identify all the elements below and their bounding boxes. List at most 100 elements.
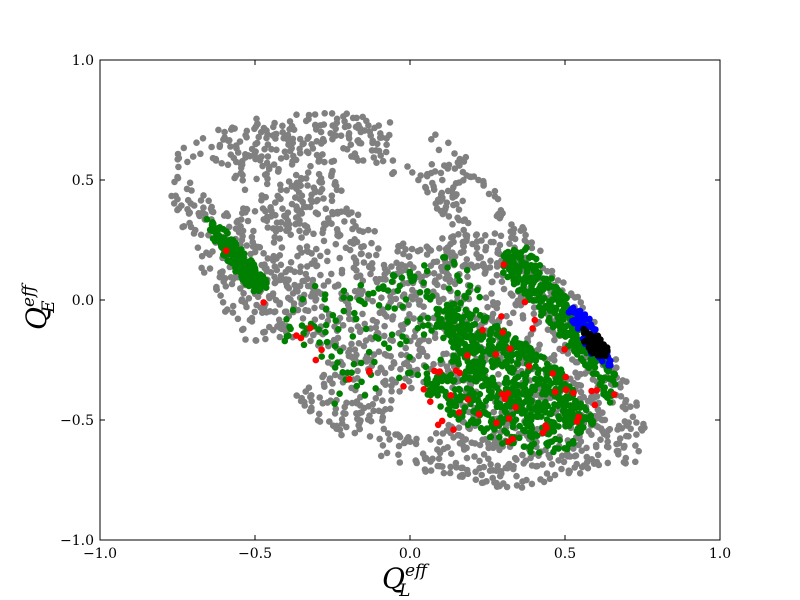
scatter-point — [446, 317, 453, 324]
scatter-point — [395, 451, 402, 459]
scatter-point — [473, 378, 480, 385]
scatter-point — [379, 414, 387, 421]
scatter-point — [580, 393, 587, 401]
scatter-point — [387, 298, 395, 306]
scatter-point — [389, 157, 397, 164]
scatter-point — [429, 293, 436, 300]
scatter-point — [495, 371, 502, 378]
scatter-point — [617, 393, 625, 400]
scatter-point — [319, 373, 326, 381]
scatter-point — [622, 460, 629, 467]
scatter-point — [423, 251, 431, 258]
scatter-point — [381, 322, 388, 330]
scatter-point — [577, 299, 585, 306]
scatter-point — [428, 327, 435, 334]
scatter-point — [517, 227, 524, 234]
scatter-point — [611, 391, 618, 398]
scatter-point — [560, 279, 567, 286]
scatter-point — [577, 423, 585, 431]
scatter-point — [281, 308, 289, 316]
scatter-point — [496, 482, 503, 490]
scatter-point — [633, 399, 640, 407]
scatter-point — [627, 403, 634, 411]
scatter-point — [420, 303, 427, 311]
scatter-point — [318, 313, 326, 321]
scatter-point — [612, 356, 620, 363]
scatter-point — [391, 272, 398, 280]
scatter-point — [423, 288, 431, 295]
scatter-point — [263, 159, 271, 167]
scatter-point — [383, 352, 391, 359]
scatter-point — [393, 259, 400, 267]
scatter-point — [622, 399, 629, 406]
scatter-point — [588, 431, 595, 439]
scatter-point — [219, 225, 227, 233]
scatter-point — [495, 342, 503, 350]
scatter-point — [522, 231, 529, 239]
scatter-point — [349, 218, 357, 225]
scatter-point — [242, 131, 249, 139]
scatter-point — [429, 455, 436, 463]
scatter-point — [493, 384, 501, 392]
scatter-point — [229, 124, 236, 131]
scatter-point — [289, 290, 297, 297]
scatter-point — [443, 301, 451, 309]
scatter-point — [379, 157, 387, 165]
scatter-point — [418, 273, 426, 281]
scatter-point — [459, 473, 466, 481]
scatter-point — [476, 390, 484, 398]
scatter-point — [563, 445, 571, 453]
scatter-point — [603, 443, 611, 450]
scatter-point — [342, 244, 350, 252]
scatter-point — [487, 392, 495, 399]
scatter-point — [580, 358, 587, 365]
scatter-point — [330, 336, 338, 344]
scatter-point — [312, 356, 320, 364]
scatter-point — [274, 192, 282, 200]
scatter-point — [331, 342, 339, 350]
scatter-point — [365, 226, 372, 234]
scatter-point — [408, 245, 416, 253]
scatter-point — [359, 310, 366, 318]
scatter-point — [591, 401, 599, 409]
x-tick-label: −0.5 — [238, 546, 272, 562]
scatter-point — [468, 439, 476, 447]
scatter-point — [505, 438, 512, 446]
scatter-point — [472, 348, 480, 356]
scatter-point — [441, 323, 449, 331]
scatter-point — [301, 222, 309, 229]
scatter-point — [473, 244, 481, 252]
scatter-point — [271, 308, 278, 316]
scatter-point — [248, 233, 256, 241]
scatter-point — [296, 227, 303, 235]
scatter-point — [592, 443, 600, 451]
scatter-point — [588, 387, 595, 395]
y-axis-label: QeffE — [19, 282, 59, 330]
scatter-point — [340, 287, 348, 295]
scatter-point — [311, 111, 319, 118]
scatter-point — [562, 415, 569, 422]
scatter-point — [353, 273, 360, 281]
scatter-point — [228, 280, 236, 288]
scatter-point — [433, 258, 441, 266]
scatter-point — [380, 261, 388, 269]
scatter-point — [572, 369, 579, 377]
scatter-point — [572, 452, 580, 459]
scatter-point — [318, 346, 325, 354]
scatter-point — [301, 398, 308, 406]
scatter-point — [304, 307, 312, 315]
scatter-point — [259, 205, 267, 212]
scatter-point — [342, 410, 349, 418]
scatter-point — [485, 190, 493, 198]
scatter-point — [237, 285, 244, 292]
scatter-point — [573, 338, 580, 345]
scatter-point — [546, 454, 554, 462]
scatter-point — [431, 168, 439, 175]
scatter-point — [540, 354, 547, 361]
scatter-point — [357, 140, 365, 147]
scatter-point — [293, 111, 300, 118]
scatter-point — [457, 315, 464, 322]
scatter-point — [336, 390, 343, 398]
scatter-point — [375, 285, 383, 292]
scatter-point — [463, 466, 471, 474]
